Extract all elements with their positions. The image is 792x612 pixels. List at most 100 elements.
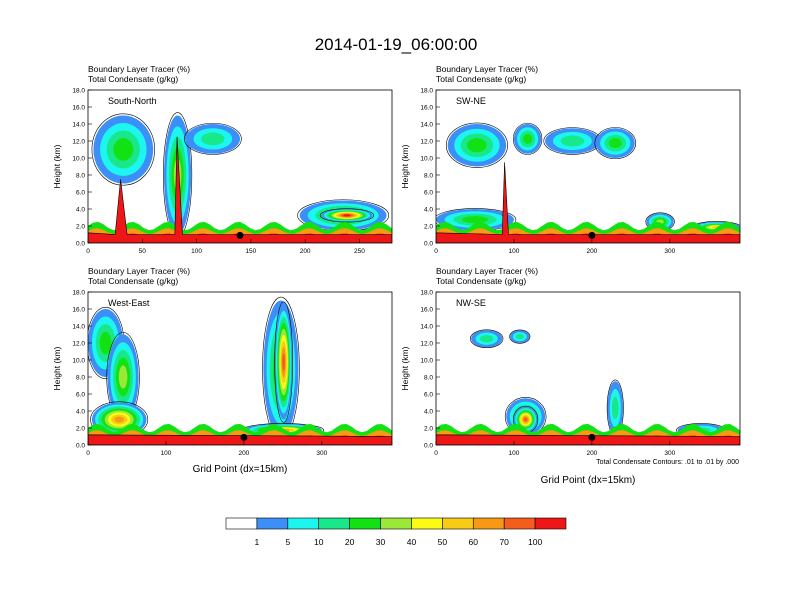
panel-plot-area xyxy=(436,329,740,445)
panel-header-condensate: Total Condensate (g/kg) xyxy=(436,74,526,84)
colorbar-label: 1 xyxy=(255,537,260,547)
x-tick-label: 200 xyxy=(586,248,597,255)
panel-plot-area xyxy=(88,296,392,445)
condensate-contour xyxy=(469,329,504,348)
tracer-blob xyxy=(201,132,225,146)
y-tick-label: 2.0 xyxy=(76,223,85,230)
y-tick-label: 6.0 xyxy=(76,391,85,398)
y-tick-label: 18.0 xyxy=(72,289,85,296)
tracer-blob xyxy=(608,138,622,149)
tracer-blob xyxy=(611,396,619,420)
colorbar-swatch xyxy=(349,517,381,530)
condensate-contour xyxy=(512,122,543,155)
y-tick-label: 12.0 xyxy=(72,340,85,347)
xlabel-left: Grid Point (dx=15km) xyxy=(193,464,288,475)
x-tick-label: 0 xyxy=(86,450,90,457)
y-tick-label: 0.0 xyxy=(424,442,433,449)
x-tick-label: 200 xyxy=(300,248,311,255)
panel-header-tracer: Boundary Layer Tracer (%) xyxy=(436,266,538,276)
colorbar-swatch xyxy=(503,517,536,530)
y-tick-label: 14.0 xyxy=(420,121,433,128)
x-tick-label: 300 xyxy=(316,450,327,457)
panel-plot-area xyxy=(88,112,392,243)
y-tick-label: 8.0 xyxy=(424,172,433,179)
colorbar-label: 20 xyxy=(345,537,355,547)
y-tick-label: 8.0 xyxy=(76,172,85,179)
y-tick-label: 4.0 xyxy=(76,408,85,415)
y-tick-label: 0.0 xyxy=(76,240,85,247)
tracer-blob xyxy=(99,331,112,355)
figure-title: 2014-01-19_06:00:00 xyxy=(315,35,478,54)
y-tick-label: 16.0 xyxy=(72,104,85,111)
tracer-blob xyxy=(479,335,494,343)
y-tick-label: 16.0 xyxy=(420,306,433,313)
y-tick-label: 18.0 xyxy=(420,289,433,296)
y-tick-label: 12.0 xyxy=(72,138,85,145)
colorbar-swatch xyxy=(380,517,412,530)
tracer-blob xyxy=(523,417,528,422)
tracer-blob xyxy=(515,333,524,340)
condensate-contour xyxy=(445,122,508,168)
x-tick-label: 0 xyxy=(434,248,438,255)
surface-profile xyxy=(436,434,740,445)
colorbar-swatch xyxy=(256,517,289,530)
y-tick-label: 6.0 xyxy=(424,391,433,398)
y-tick-label: 12.0 xyxy=(420,340,433,347)
panel-label: West-East xyxy=(108,298,150,308)
panel-frame xyxy=(87,291,393,446)
panel-south-north: Boundary Layer Tracer (%)Total Condensat… xyxy=(52,64,393,255)
condensate-contour xyxy=(594,127,637,160)
colorbar-label: 30 xyxy=(376,537,386,547)
y-axis-label: Height (km) xyxy=(400,144,410,188)
tracer-blob xyxy=(461,216,488,224)
x-tick-label: 300 xyxy=(664,248,675,255)
y-tick-label: 8.0 xyxy=(76,374,85,381)
panel-label: NW-SE xyxy=(456,298,486,308)
colorbar-swatch xyxy=(411,517,443,530)
tracer-blob xyxy=(118,365,128,389)
colorbar-label: 60 xyxy=(469,537,479,547)
panel-label: South-North xyxy=(108,96,157,106)
y-axis-label: Height (km) xyxy=(400,346,410,390)
tracer-blob xyxy=(113,138,134,161)
x-tick-label: 0 xyxy=(434,450,438,457)
colorbar-label: 10 xyxy=(314,537,324,547)
x-tick-label: 300 xyxy=(664,450,675,457)
y-tick-label: 16.0 xyxy=(72,306,85,313)
panel-sw-ne: Boundary Layer Tracer (%)Total Condensat… xyxy=(400,64,741,255)
y-tick-label: 4.0 xyxy=(424,408,433,415)
colorbar-swatch xyxy=(442,517,474,530)
colorbar: 1 5 10 20 30 40 50 60 70 100 xyxy=(225,517,567,547)
y-tick-label: 10.0 xyxy=(72,155,85,162)
panel-frame xyxy=(87,89,393,244)
x-tick-label: 250 xyxy=(354,248,365,255)
colorbar-label: 50 xyxy=(438,537,448,547)
x-tick-label: 150 xyxy=(245,248,256,255)
contour-note: Total Condensate Contours: .01 to .01 by… xyxy=(596,459,739,466)
condensate-contour xyxy=(509,329,531,344)
location-marker xyxy=(236,231,244,239)
location-marker xyxy=(588,433,596,441)
y-tick-label: 4.0 xyxy=(424,206,433,213)
y-tick-label: 10.0 xyxy=(420,155,433,162)
y-tick-label: 18.0 xyxy=(420,87,433,94)
x-tick-label: 100 xyxy=(191,248,202,255)
y-tick-label: 4.0 xyxy=(76,206,85,213)
x-tick-label: 200 xyxy=(238,450,249,457)
y-tick-label: 2.0 xyxy=(76,425,85,432)
tracer-blob xyxy=(560,135,585,147)
x-tick-label: 100 xyxy=(509,450,520,457)
condensate-contour xyxy=(91,113,155,186)
x-tick-label: 200 xyxy=(586,450,597,457)
tracer-blob xyxy=(523,133,533,144)
y-tick-label: 14.0 xyxy=(420,323,433,330)
y-tick-label: 10.0 xyxy=(420,357,433,364)
colorbar-label: 40 xyxy=(407,537,417,547)
panel-header-tracer: Boundary Layer Tracer (%) xyxy=(88,64,190,74)
tracer-blob xyxy=(343,214,351,217)
colorbar-swatch xyxy=(472,517,505,530)
tracer-blob xyxy=(282,353,286,372)
y-axis-label: Height (km) xyxy=(52,346,62,390)
y-tick-label: 16.0 xyxy=(420,104,433,111)
y-tick-label: 0.0 xyxy=(424,240,433,247)
